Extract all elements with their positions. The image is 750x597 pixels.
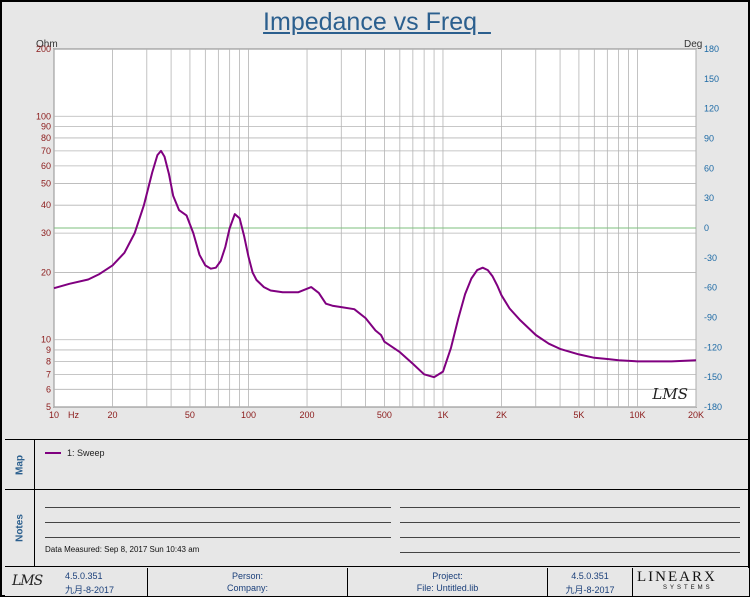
footer: LMS 4.5.0.351 九月-8-2017 Person: Company:… bbox=[5, 568, 749, 596]
y-tick-label: 6 bbox=[46, 384, 51, 394]
notes-panel-side: Notes bbox=[5, 490, 35, 566]
impedance-chart: 10 20 50 100 200 500 1K 2K 5K 10K 20KHz20010090807… bbox=[36, 44, 722, 420]
x-tick-label: 10 bbox=[49, 410, 59, 420]
y2-tick-label: -60 bbox=[704, 283, 717, 293]
y-tick-label: 7 bbox=[46, 369, 51, 379]
x-tick-label: 20 bbox=[108, 410, 118, 420]
footer-person-box: Person: Company: bbox=[148, 568, 348, 596]
y2-tick-label: 180 bbox=[704, 44, 719, 54]
version-left: 4.5.0.351 bbox=[65, 571, 103, 581]
y2-tick-label: 60 bbox=[704, 163, 714, 173]
y-axis-unit-right: Deg bbox=[684, 39, 703, 50]
chart-title: Impedance vs Freq bbox=[263, 8, 491, 36]
y-tick-label: 40 bbox=[41, 200, 51, 210]
x-tick-label: 200 bbox=[300, 410, 315, 420]
y2-tick-label: 150 bbox=[704, 74, 719, 84]
note-line[interactable] bbox=[45, 507, 391, 508]
y-tick-label: 60 bbox=[41, 161, 51, 171]
y2-tick-label: -120 bbox=[704, 342, 722, 352]
x-tick-label: 10K bbox=[629, 410, 645, 420]
y2-tick-label: 90 bbox=[704, 134, 714, 144]
y2-tick-label: -90 bbox=[704, 313, 717, 323]
map-panel-side: Map bbox=[5, 440, 35, 489]
y2-tick-label: 0 bbox=[704, 223, 709, 233]
y-tick-label: 9 bbox=[46, 345, 51, 355]
footer-left-box: LMS 4.5.0.351 九月-8-2017 bbox=[5, 568, 148, 596]
footer-version-box: 4.5.0.351 九月-8-2017 bbox=[548, 568, 633, 596]
file-label: File: Untitled.lib bbox=[416, 583, 479, 593]
note-line[interactable] bbox=[400, 522, 740, 523]
note-line[interactable] bbox=[400, 537, 740, 538]
lms-watermark: LMS bbox=[651, 385, 688, 403]
y2-tick-label: 120 bbox=[704, 104, 719, 114]
map-panel-label: Map bbox=[14, 454, 25, 475]
footer-project-box: Project: File: Untitled.lib bbox=[348, 568, 548, 596]
x-tick-label: 100 bbox=[241, 410, 256, 420]
lms-logo: LMS bbox=[12, 573, 43, 589]
y-tick-label: 10 bbox=[41, 335, 51, 345]
company-label: Company: bbox=[226, 583, 269, 593]
x-tick-label: 5K bbox=[573, 410, 584, 420]
note-line[interactable] bbox=[45, 522, 391, 523]
note-line[interactable] bbox=[400, 552, 740, 553]
date-right: 九月-8-2017 bbox=[565, 585, 615, 595]
y-tick-label: 80 bbox=[41, 133, 51, 143]
x-tick-label: 500 bbox=[377, 410, 392, 420]
series-line bbox=[53, 149, 697, 379]
y-tick-label: 70 bbox=[41, 146, 51, 156]
y-tick-label: 100 bbox=[36, 111, 51, 121]
y-tick-label: 200 bbox=[36, 44, 51, 54]
y-tick-label: 20 bbox=[41, 267, 51, 277]
date-left: 九月-8-2017 bbox=[65, 585, 115, 595]
footer-brand-box: LINEARX SYSTEMS bbox=[633, 568, 749, 596]
y-tick-label: 50 bbox=[41, 179, 51, 189]
note-line[interactable] bbox=[400, 507, 740, 508]
note-line[interactable] bbox=[45, 537, 391, 538]
y-tick-label: 30 bbox=[41, 228, 51, 238]
y2-tick-label: 30 bbox=[704, 193, 714, 203]
x-unit-label: Hz bbox=[68, 410, 79, 420]
linearx-subtitle: SYSTEMS bbox=[663, 585, 713, 591]
measured-date: Data Measured: Sep 8, 2017 Sun 10:43 am bbox=[45, 545, 200, 554]
y2-tick-label: -30 bbox=[704, 253, 717, 263]
notes-panel-label: Notes bbox=[14, 514, 25, 542]
x-tick-label: 1K bbox=[437, 410, 448, 420]
x-tick-label: 20K bbox=[688, 410, 704, 420]
legend-label: 1: Sweep bbox=[67, 448, 105, 458]
legend-item[interactable]: 1: Sweep bbox=[45, 448, 105, 458]
y2-tick-label: -150 bbox=[704, 372, 722, 382]
x-tick-label: 50 bbox=[185, 410, 195, 420]
y-tick-label: 8 bbox=[46, 356, 51, 366]
y-axis-unit-left: Ohm bbox=[36, 39, 58, 50]
y-tick-label: 5 bbox=[46, 402, 51, 412]
legend-swatch bbox=[45, 452, 61, 454]
map-panel: Map 1: Sweep bbox=[5, 439, 749, 489]
x-tick-label: 2K bbox=[496, 410, 507, 420]
linearx-logo: LINEARX bbox=[637, 569, 717, 585]
project-label: Project: bbox=[432, 571, 463, 581]
person-label: Person: bbox=[231, 571, 264, 581]
version-right: 4.5.0.351 bbox=[571, 571, 609, 581]
y2-tick-label: -180 bbox=[704, 402, 722, 412]
notes-panel: Notes Data Measured: Sep 8, 2017 Sun 10:… bbox=[5, 489, 749, 567]
y-tick-label: 90 bbox=[41, 121, 51, 131]
